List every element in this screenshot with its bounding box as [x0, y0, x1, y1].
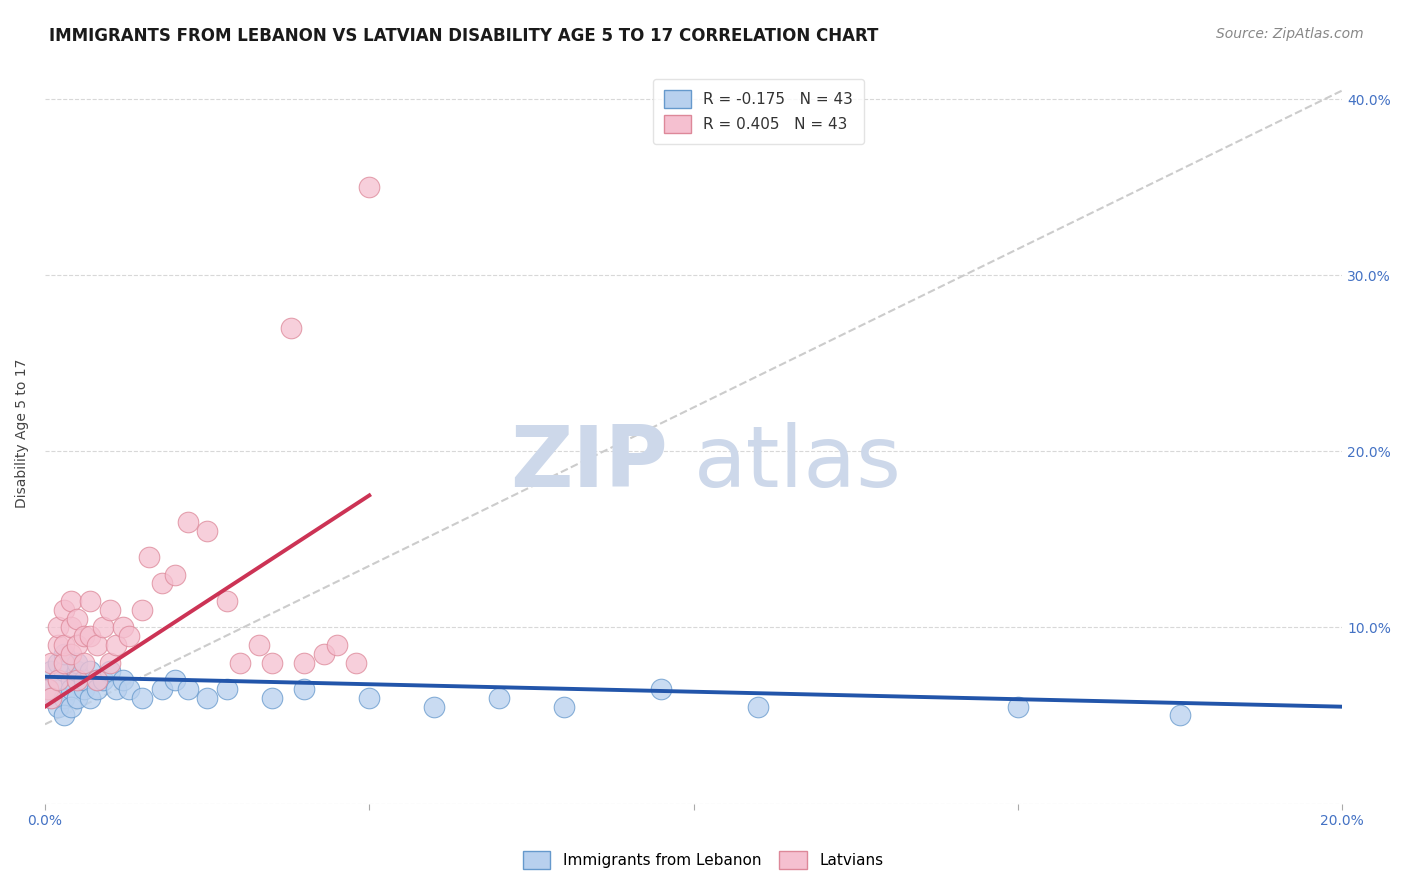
- Y-axis label: Disability Age 5 to 17: Disability Age 5 to 17: [15, 359, 30, 508]
- Point: [215, 594, 238, 608]
- Point: [294, 656, 316, 670]
- Point: [86, 673, 108, 688]
- Point: [98, 603, 121, 617]
- Point: [488, 690, 510, 705]
- Point: [59, 682, 82, 697]
- Point: [163, 673, 186, 688]
- Text: ZIP: ZIP: [510, 422, 668, 505]
- Point: [59, 594, 82, 608]
- Point: [131, 603, 153, 617]
- Point: [215, 682, 238, 697]
- Point: [53, 647, 76, 661]
- Point: [66, 690, 89, 705]
- Point: [131, 690, 153, 705]
- Point: [66, 656, 89, 670]
- Point: [41, 656, 63, 670]
- Point: [73, 682, 96, 697]
- Point: [73, 629, 96, 643]
- Point: [176, 515, 198, 529]
- Point: [66, 612, 89, 626]
- Point: [247, 638, 270, 652]
- Point: [59, 647, 82, 661]
- Point: [41, 690, 63, 705]
- Point: [105, 682, 128, 697]
- Point: [98, 656, 121, 670]
- Point: [79, 690, 101, 705]
- Point: [46, 656, 69, 670]
- Legend: R = -0.175   N = 43, R = 0.405   N = 43: R = -0.175 N = 43, R = 0.405 N = 43: [652, 79, 863, 144]
- Point: [195, 690, 218, 705]
- Point: [66, 673, 89, 688]
- Point: [1168, 708, 1191, 723]
- Point: [86, 638, 108, 652]
- Point: [37, 682, 59, 697]
- Point: [747, 699, 769, 714]
- Point: [423, 699, 446, 714]
- Point: [46, 673, 69, 688]
- Point: [59, 620, 82, 634]
- Point: [98, 665, 121, 679]
- Point: [41, 665, 63, 679]
- Point: [79, 594, 101, 608]
- Point: [228, 656, 250, 670]
- Point: [79, 629, 101, 643]
- Point: [105, 638, 128, 652]
- Point: [260, 690, 283, 705]
- Point: [66, 638, 89, 652]
- Point: [150, 576, 173, 591]
- Point: [73, 673, 96, 688]
- Point: [37, 682, 59, 697]
- Point: [195, 524, 218, 538]
- Text: atlas: atlas: [693, 422, 901, 505]
- Point: [59, 673, 82, 688]
- Point: [1007, 699, 1029, 714]
- Point: [66, 665, 89, 679]
- Point: [86, 673, 108, 688]
- Point: [73, 656, 96, 670]
- Point: [93, 673, 115, 688]
- Point: [53, 638, 76, 652]
- Point: [111, 673, 134, 688]
- Point: [59, 699, 82, 714]
- Point: [312, 647, 335, 661]
- Point: [46, 620, 69, 634]
- Point: [46, 638, 69, 652]
- Legend: Immigrants from Lebanon, Latvians: Immigrants from Lebanon, Latvians: [516, 845, 890, 875]
- Text: IMMIGRANTS FROM LEBANON VS LATVIAN DISABILITY AGE 5 TO 17 CORRELATION CHART: IMMIGRANTS FROM LEBANON VS LATVIAN DISAB…: [49, 27, 879, 45]
- Point: [163, 567, 186, 582]
- Point: [53, 603, 76, 617]
- Point: [79, 665, 101, 679]
- Point: [46, 699, 69, 714]
- Point: [344, 656, 367, 670]
- Point: [86, 682, 108, 697]
- Point: [326, 638, 349, 652]
- Point: [359, 690, 381, 705]
- Point: [294, 682, 316, 697]
- Point: [553, 699, 575, 714]
- Point: [53, 656, 76, 670]
- Point: [118, 629, 141, 643]
- Point: [650, 682, 672, 697]
- Point: [53, 665, 76, 679]
- Point: [41, 690, 63, 705]
- Point: [53, 690, 76, 705]
- Point: [359, 180, 381, 194]
- Point: [176, 682, 198, 697]
- Point: [280, 321, 302, 335]
- Point: [53, 708, 76, 723]
- Text: Source: ZipAtlas.com: Source: ZipAtlas.com: [1216, 27, 1364, 41]
- Point: [46, 673, 69, 688]
- Point: [93, 620, 115, 634]
- Point: [138, 549, 160, 564]
- Point: [260, 656, 283, 670]
- Point: [150, 682, 173, 697]
- Point: [118, 682, 141, 697]
- Point: [111, 620, 134, 634]
